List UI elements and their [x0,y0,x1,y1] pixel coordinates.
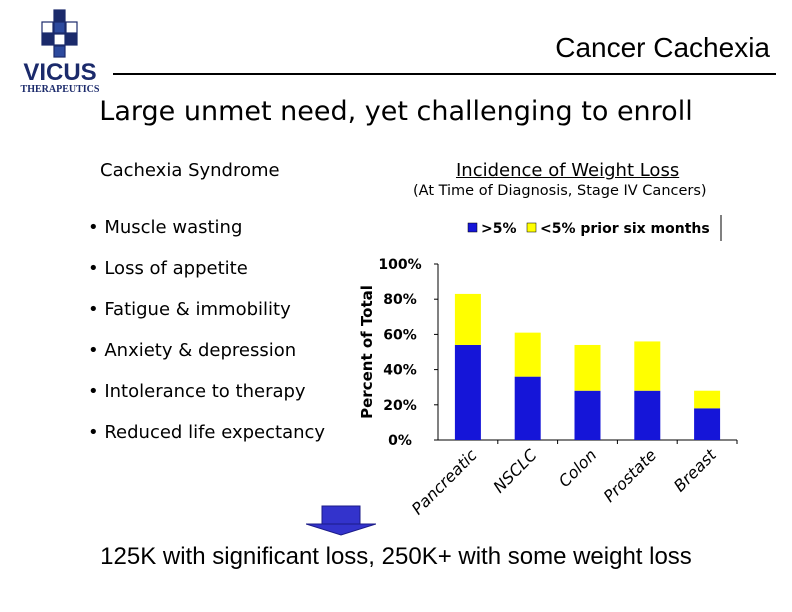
y-tick-label: 60% [383,327,417,343]
legend-swatch-1 [526,222,537,233]
y-tick-label: 0% [388,433,412,449]
bar-pancreatic-series-1 [454,293,481,345]
syndrome-heading: Cachexia Syndrome [100,160,280,181]
x-tick-label: Pancreatic [408,445,481,518]
list-item: • Intolerance to therapy [88,381,306,402]
x-tick-label: Breast [670,445,721,496]
bar-prostate-series-1 [634,341,661,391]
bar-prostate-series-0 [634,390,661,440]
bar-nsclc-series-1 [514,332,541,377]
bar-colon-series-1 [574,344,601,391]
y-tick-label: 100% [378,257,421,273]
list-item: • Anxiety & depression [88,340,297,361]
list-item: • Fatigue & immobility [88,299,291,320]
bar-pancreatic-series-0 [454,344,481,440]
y-tick-label: 20% [383,398,417,414]
x-tick-label: Colon [555,445,600,490]
header-divider [113,73,776,75]
chart-subtitle: (At Time of Diagnosis, Stage IV Cancers) [413,183,707,199]
bar-nsclc-series-0 [514,376,541,440]
list-item: • Muscle wasting [88,217,243,238]
slide-title: Cancer Cachexia [555,32,770,63]
bar-breast-series-1 [694,390,721,409]
syndrome-list: • Muscle wasting • Loss of appetite • Fa… [88,208,325,454]
logo-mark-icon [41,9,78,58]
y-tick-label: 40% [383,363,417,379]
legend-label-1: <5% prior six months [540,221,710,237]
footer-note: 125K with significant loss, 250K+ with s… [100,543,692,570]
down-arrow-icon [306,505,376,536]
list-item: • Reduced life expectancy [88,422,326,443]
legend-swatch-0 [467,222,478,233]
chart-title: Incidence of Weight Loss [456,160,680,181]
y-axis-label: Percent of Total [358,285,376,419]
bar-breast-series-0 [694,408,721,440]
x-tick-label: NSCLC [489,445,541,497]
logo-subtitle: THERAPEUTICS [21,84,100,95]
x-tick-label: Prostate [600,445,661,506]
logo-wordmark: VICUS [23,59,96,86]
y-tick-label: 80% [383,292,417,308]
legend-label-0: >5% [481,221,517,237]
bar-colon-series-0 [574,390,601,440]
list-item: • Loss of appetite [88,258,248,279]
slide-subtitle: Large unmet need, yet challenging to enr… [99,96,693,127]
vicus-logo: VICUS THERAPEUTICS [21,9,100,95]
weight-loss-chart: Percent of Total 0% 20% 40% 60% 80% 100% Pancre… [358,215,738,518]
